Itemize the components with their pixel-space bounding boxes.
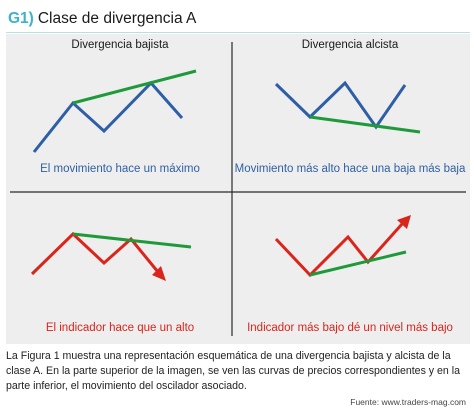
bullish-price-caption: Movimiento más alto hace una baja más ba… bbox=[234, 163, 466, 175]
bearish-indicator-line bbox=[30, 231, 160, 276]
bearish-divergence-title: Divergencia bajista bbox=[71, 39, 169, 51]
bullish-price-line bbox=[274, 80, 407, 130]
bullish-divergence-title: Divergencia alcista bbox=[301, 39, 399, 51]
figure-label: G1) bbox=[8, 10, 34, 27]
figure-header: G1) Clase de divergencia A bbox=[8, 8, 196, 30]
header-divider bbox=[6, 32, 470, 33]
bearish-indicator-caption: El indicador hace que un alto bbox=[45, 322, 195, 334]
bearish-indicator-arrowhead bbox=[152, 266, 166, 281]
source-credit: Fuente: www.traders-mag.com bbox=[350, 397, 466, 407]
bearish-indicator-trendline bbox=[72, 232, 192, 249]
bullish-indicator-trendline bbox=[309, 250, 407, 277]
diagram-canvas bbox=[10, 42, 466, 336]
figure-description: La Figura 1 muestra una representación e… bbox=[6, 350, 461, 392]
diagram-panel: Divergencia bajista Divergencia alcista … bbox=[6, 34, 470, 344]
bullish-price-trendline bbox=[309, 115, 421, 134]
bullish-indicator-arrowhead bbox=[397, 215, 411, 229]
bullish-indicator-caption: Indicador más bajo dé un nivel más bajo bbox=[247, 322, 453, 334]
bullish-indicator-line bbox=[274, 222, 404, 278]
bearish-price-line bbox=[32, 80, 184, 153]
figure-title: Clase de divergencia A bbox=[37, 10, 197, 27]
bearish-price-trendline bbox=[72, 69, 197, 105]
bearish-price-caption: El movimiento hace un máximo bbox=[40, 163, 200, 175]
